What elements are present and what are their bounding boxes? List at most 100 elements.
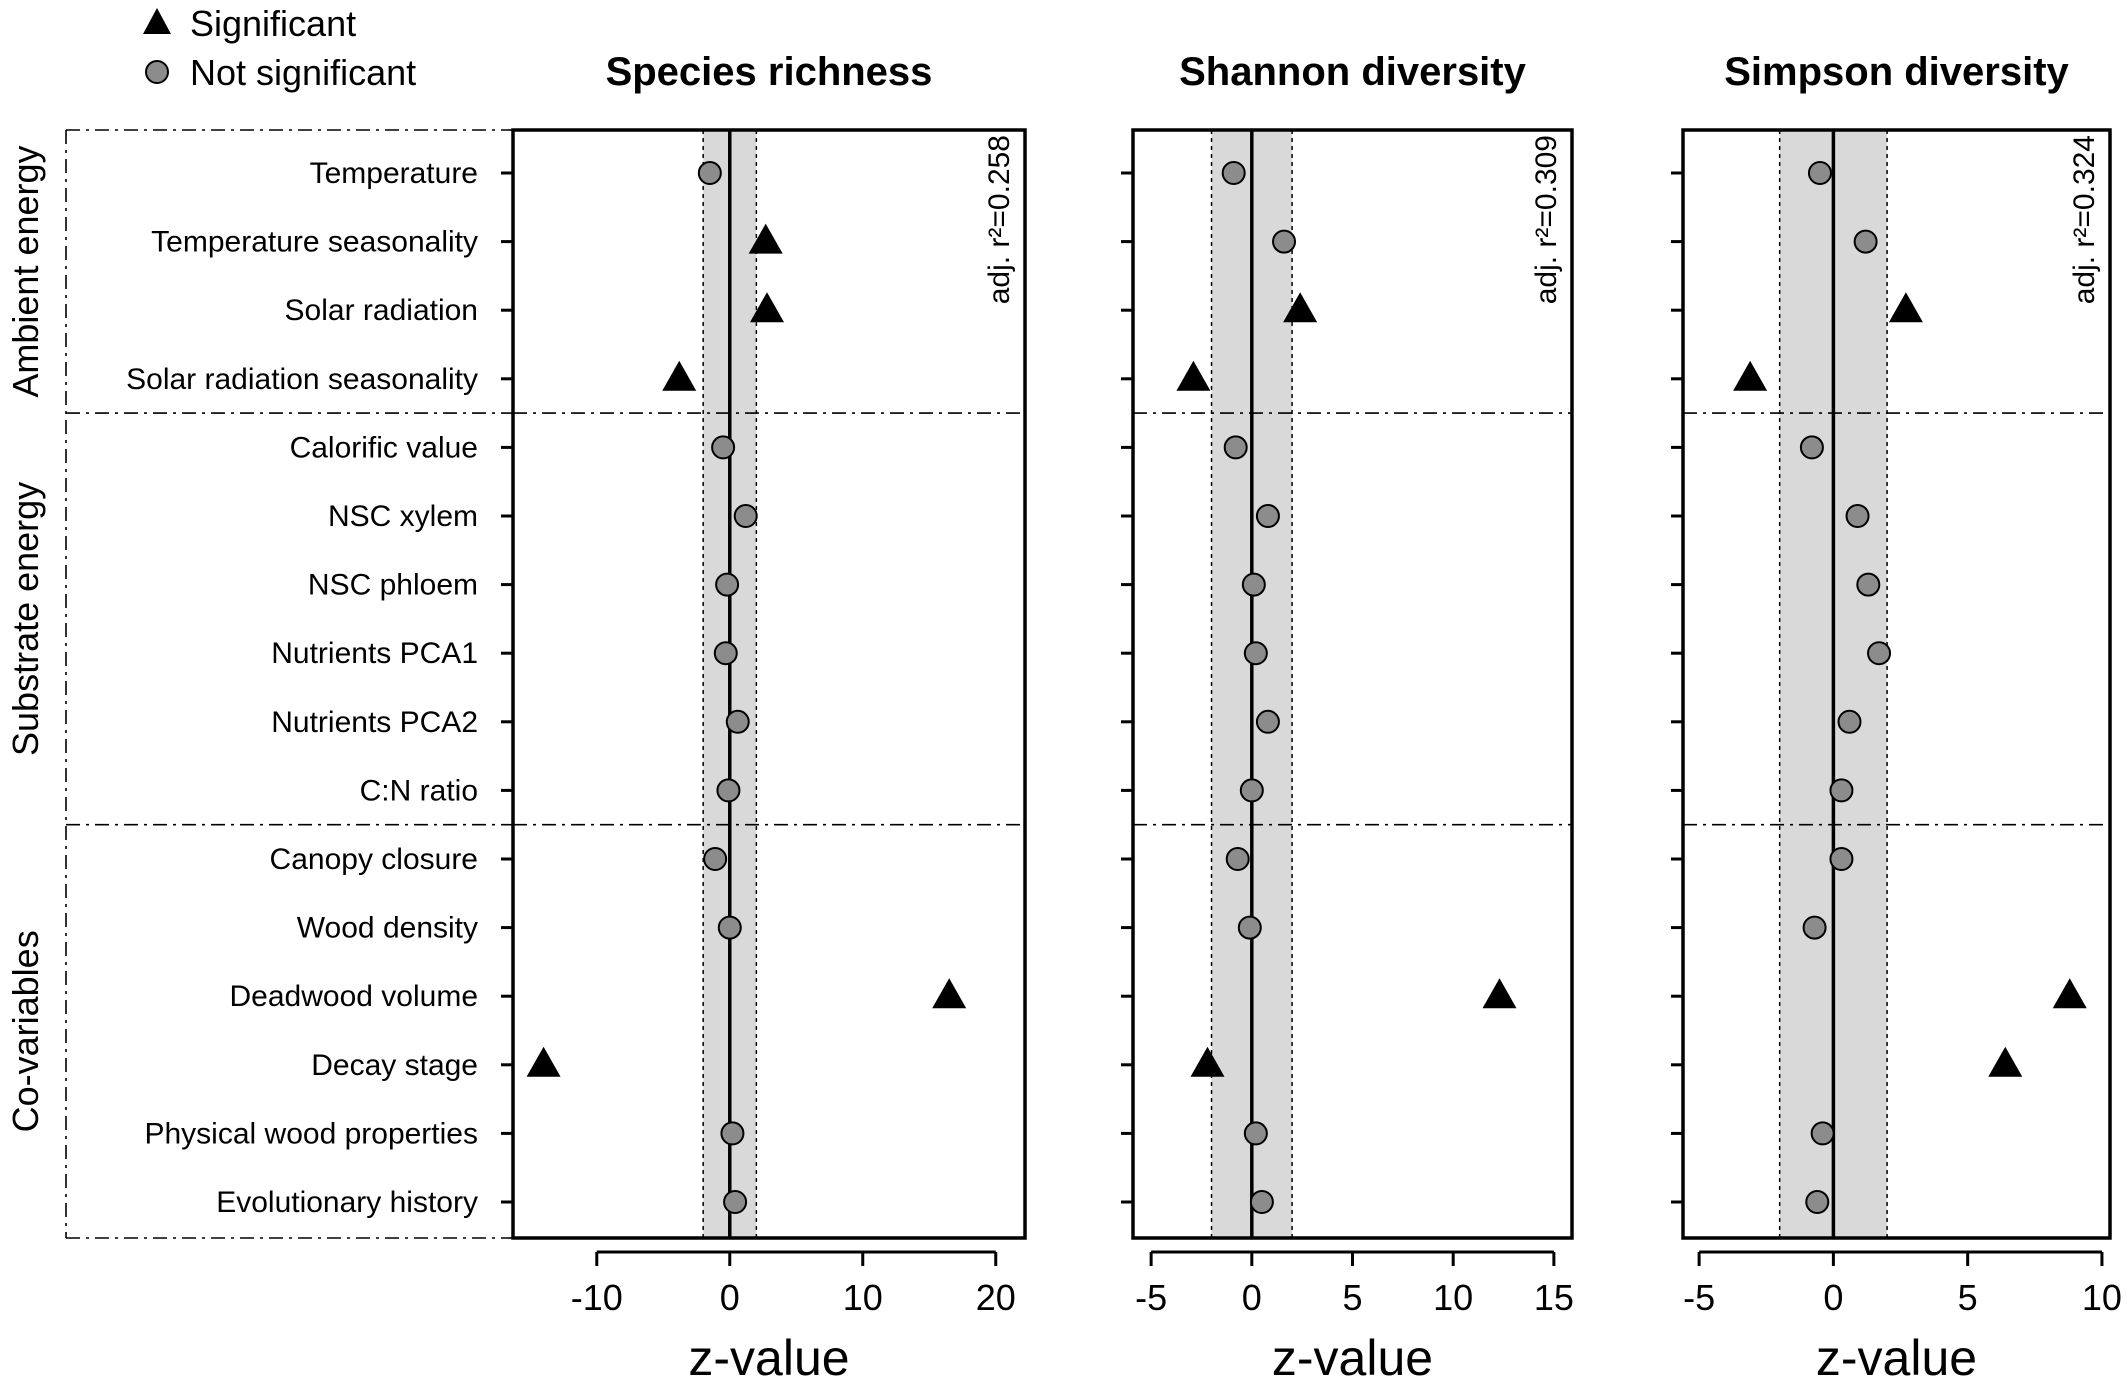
group-brackets: Ambient energy Substrate energy Co-variabl… [5, 129, 513, 1239]
x-tick-label: 0 [1242, 1277, 1262, 1318]
panel-2: Simpson diversity -5 0 5 10 z-value adj. r²=0.… [1671, 50, 2122, 1382]
row-label: Temperature [310, 157, 478, 190]
significant-point [1888, 292, 1923, 323]
significant-point [932, 978, 967, 1009]
x-tick-label: -5 [1683, 1277, 1715, 1318]
not-significant-point [715, 572, 740, 597]
not-significant-point [1799, 435, 1824, 460]
not-significant-point [1802, 915, 1827, 940]
not-significant-point [733, 504, 758, 528]
row-label: Canopy closure [270, 843, 478, 876]
row-label: Nutrients PCA2 [271, 706, 478, 739]
not-significant-point [1837, 709, 1862, 734]
not-significant-point [703, 847, 728, 871]
row-label: Decay stage [311, 1049, 478, 1082]
significant-point [750, 292, 785, 323]
not-significant-point [1853, 229, 1878, 254]
row-label: C:N ratio [360, 774, 478, 807]
group-label: Co-variables [5, 930, 46, 1132]
plot-frame [511, 128, 1027, 1240]
not-significant-point [1829, 847, 1854, 871]
group-label: Substrate energy [5, 482, 46, 756]
x-axis-label: z-value [688, 1330, 849, 1382]
not-significant-point [716, 778, 741, 803]
significant-point [1988, 1046, 2023, 1077]
not-significant-point [713, 641, 738, 666]
not-significant-point [1867, 641, 1892, 666]
x-tick-label: 5 [1342, 1277, 1362, 1318]
x-tick-label: 15 [1534, 1277, 1574, 1318]
not-significant-point [1249, 1190, 1274, 1214]
x-tick-label: 10 [843, 1277, 883, 1318]
not-significant-point [1272, 229, 1297, 254]
not-significant-point [1807, 161, 1832, 185]
not-significant-point [1243, 641, 1268, 666]
not-significant-point [1255, 709, 1280, 734]
not-significant-point [1243, 1121, 1268, 1146]
x-axis-label: z-value [1272, 1330, 1433, 1382]
row-label: NSC xylem [328, 500, 478, 533]
not-significant-point [720, 1121, 745, 1146]
panels: Species richness -10 0 10 20 z-value adj. r²=0… [501, 50, 2122, 1382]
not-significant-point [1805, 1190, 1830, 1214]
r2-annotation: adj. r²=0.258 [983, 135, 1016, 304]
row-label: Temperature seasonality [151, 226, 478, 259]
significant-point [2052, 978, 2087, 1009]
legend: Significant Not significant [143, 3, 416, 93]
legend-significant-label: Significant [190, 3, 356, 44]
row-label: Solar radiation seasonality [126, 363, 478, 396]
significant-point [748, 223, 783, 254]
significant-point [1190, 1046, 1225, 1077]
r2-annotation: adj. r²=0.309 [1530, 135, 1563, 304]
row-label: NSC phloem [308, 569, 478, 602]
not-significant-point [1225, 847, 1250, 871]
row-label: Nutrients PCA1 [271, 637, 478, 670]
not-significant-point [1856, 572, 1881, 597]
x-tick-label: 20 [976, 1277, 1016, 1318]
significant-point [1733, 360, 1768, 391]
not-significant-point [1237, 915, 1262, 940]
x-axis-label: z-value [1816, 1330, 1977, 1382]
not-significant-point [1845, 504, 1870, 528]
x-tick-label: -5 [1135, 1277, 1167, 1318]
significant-point [1283, 292, 1318, 323]
not-significant-point [723, 1190, 748, 1214]
not-significant-point [717, 915, 742, 940]
panel-title: Species richness [606, 50, 933, 94]
row-label: Calorific value [290, 431, 478, 464]
plot-frame [1131, 128, 1574, 1240]
not-significant-point [1239, 778, 1264, 803]
significant-point [1482, 978, 1517, 1009]
plot-frame [1681, 128, 2112, 1240]
row-label: Physical wood properties [144, 1117, 478, 1150]
significant-point [1176, 360, 1211, 391]
not-significant-point [1810, 1121, 1835, 1146]
panel-title: Shannon diversity [1179, 50, 1526, 94]
not-significant-point [711, 435, 736, 460]
not-significant-point [725, 709, 750, 734]
not-significant-point [1223, 435, 1248, 460]
x-tick-label: 10 [1433, 1277, 1473, 1318]
panel-0: Species richness -10 0 10 20 z-value adj. r²=0… [501, 50, 1027, 1382]
legend-not-significant-label: Not significant [190, 52, 416, 93]
not-significant-point [697, 161, 722, 185]
x-tick-label: 0 [1823, 1277, 1843, 1318]
row-label: Deadwood volume [230, 980, 478, 1013]
row-labels: Temperature Temperature seasonality Solar … [126, 157, 478, 1219]
legend-triangle-icon [143, 8, 171, 34]
row-label: Solar radiation [285, 294, 478, 327]
not-significant-point [1241, 572, 1266, 597]
panel-title: Simpson diversity [1724, 50, 2069, 94]
significant-point [526, 1046, 561, 1077]
row-label: Evolutionary history [216, 1186, 478, 1219]
x-tick-label: 5 [1958, 1277, 1978, 1318]
group-label: Ambient energy [5, 145, 46, 397]
x-tick-label: -10 [571, 1277, 623, 1318]
row-label: Wood density [297, 912, 478, 945]
x-tick-label: 0 [720, 1277, 740, 1318]
r2-annotation: adj. r²=0.324 [2068, 135, 2101, 304]
not-significant-point [1829, 778, 1854, 803]
panel-1: Shannon diversity -5 0 5 10 15 z-value adj. r²=… [1121, 50, 1574, 1382]
significant-point [662, 360, 697, 391]
